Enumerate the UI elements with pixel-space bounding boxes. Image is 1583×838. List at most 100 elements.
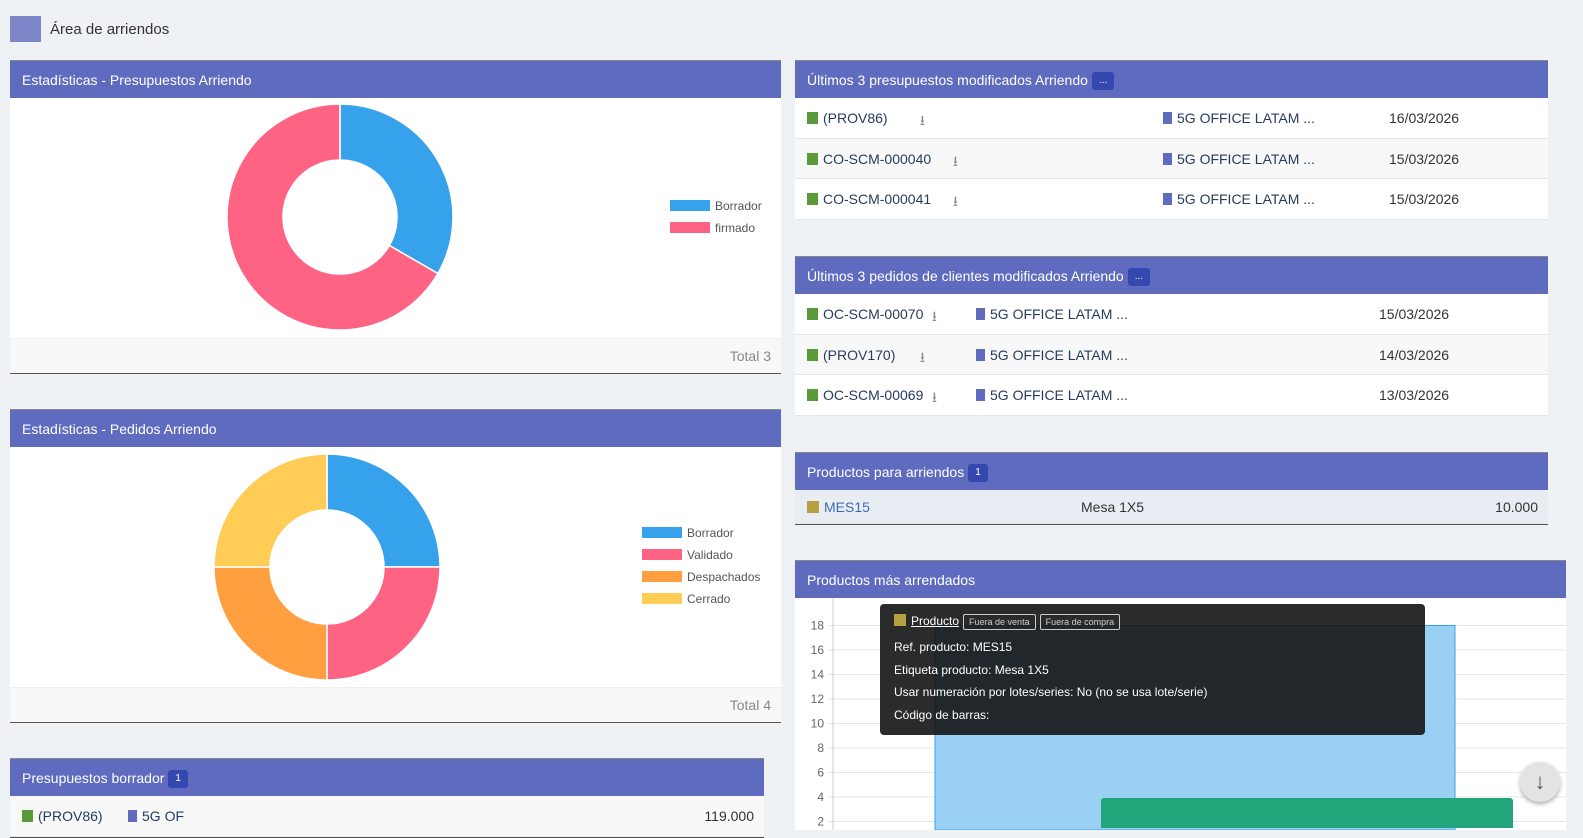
donut-slice-despachados[interactable] — [213, 566, 328, 681]
company-link[interactable]: 5G OFFICE LATAM ... — [976, 306, 1128, 322]
tag: Fuera de compra — [1039, 614, 1121, 630]
company-link[interactable]: 5G OFFICE LATAM ... — [976, 387, 1128, 403]
legend-item[interactable]: Validado — [642, 544, 760, 566]
document-icon — [807, 348, 818, 361]
product-label: Mesa 1X5 — [1081, 499, 1145, 515]
table-row: OC-SCM-00070 ⭳ 5G OFFICE LATAM ... 15/03… — [795, 294, 1548, 335]
donut-slice-validado[interactable] — [326, 566, 441, 681]
legend-item[interactable]: Borrador — [642, 522, 760, 544]
tooltip-line: Usar numeración por lotes/series: No (no… — [894, 685, 1208, 699]
presupuestos-borrador-panel: Presupuestos borrador 1 (PROV86) 5G OF 11… — [10, 758, 764, 838]
y-tick-label: 8 — [817, 741, 824, 755]
chart-legend: Borrador firmado — [670, 195, 762, 239]
legend-swatch — [642, 593, 682, 604]
tooltip-line: Código de barras: — [894, 707, 990, 722]
ref-link[interactable]: (PROV170) — [807, 347, 895, 363]
legend-item[interactable]: firmado — [670, 217, 762, 239]
y-tick-label: 14 — [811, 668, 825, 682]
product-value: 10.000 — [1495, 499, 1538, 515]
donut-slice-cerrado[interactable] — [213, 453, 328, 568]
more-button[interactable]: ... — [1091, 72, 1115, 91]
table-row: (PROV86) ⭳ 5G OFFICE LATAM ... 16/03/202… — [795, 98, 1548, 139]
donut-chart — [213, 453, 441, 681]
building-icon — [1163, 112, 1172, 124]
download-icon[interactable]: ⭳ — [932, 308, 937, 324]
date: 15/03/2026 — [1389, 191, 1460, 207]
table-row: OC-SCM-00069 ⭳ 5G OFFICE LATAM ... 13/03… — [795, 375, 1548, 416]
company-link[interactable]: 5G OFFICE LATAM ... — [976, 347, 1128, 363]
document-icon — [807, 389, 818, 401]
box-icon — [894, 614, 906, 626]
date: 16/03/2026 — [1389, 110, 1460, 126]
total-label: Total 4 — [10, 687, 781, 722]
download-icon[interactable]: ⭳ — [920, 348, 925, 365]
donut-slice-borrador[interactable] — [339, 103, 454, 275]
panel-title: Estadísticas - Pedidos Arriendo — [10, 409, 781, 447]
ref-link[interactable]: (PROV86) — [807, 110, 888, 126]
y-tick-label: 2 — [817, 815, 824, 829]
document-icon — [807, 193, 818, 205]
page-title: Área de arriendos — [50, 21, 170, 38]
download-icon[interactable]: ⭳ — [920, 112, 925, 128]
building-icon — [976, 389, 985, 401]
download-icon[interactable]: ⭳ — [953, 152, 958, 169]
tag: Fuera de venta — [963, 614, 1036, 630]
more-button[interactable]: ... — [1127, 268, 1151, 287]
y-tick-label: 16 — [811, 643, 825, 657]
legend-label: Borrador — [715, 199, 762, 213]
legend-item[interactable]: Despachados — [642, 566, 760, 588]
count-badge: 1 — [968, 464, 988, 483]
table-row: MES15 Mesa 1X5 10.000 — [795, 490, 1548, 524]
y-tick-label: 12 — [811, 692, 825, 706]
ultimos-pedidos-panel: Últimos 3 pedidos de clientes modificado… — [795, 256, 1548, 416]
building-icon — [1163, 193, 1172, 205]
chart-legend: Borrador Validado Despachados Cerrado — [642, 522, 760, 610]
document-icon — [807, 308, 818, 320]
panel-title: Productos más arrendados — [795, 560, 1566, 598]
table-row: (PROV170) ⭳ 5G OFFICE LATAM ... 14/03/20… — [795, 334, 1548, 375]
amount: 119.000 — [704, 808, 754, 824]
donut-chart — [226, 103, 454, 331]
document-icon — [807, 112, 818, 124]
scroll-down-button[interactable]: ↓ — [1520, 762, 1560, 802]
ref-link[interactable]: CO-SCM-000040 — [807, 151, 931, 167]
donut-slice-borrador[interactable] — [326, 453, 441, 568]
building-icon — [10, 16, 41, 42]
company-link[interactable]: 5G OF — [128, 808, 184, 824]
company-link[interactable]: 5G OFFICE LATAM ... — [1163, 110, 1315, 126]
table-row: CO-SCM-000041 ⭳ 5G OFFICE LATAM ... 15/0… — [795, 179, 1548, 220]
download-icon[interactable]: ⭳ — [932, 389, 937, 405]
legend-item[interactable]: Cerrado — [642, 588, 760, 610]
ref-link[interactable]: OC-SCM-00069 — [807, 387, 923, 403]
ref-link[interactable]: CO-SCM-000041 — [807, 191, 931, 207]
legend-item[interactable]: Borrador — [670, 195, 762, 217]
legend-label: Cerrado — [687, 592, 731, 606]
stats-pedidos-panel: Estadísticas - Pedidos Arriendo Borrador… — [10, 409, 781, 723]
building-icon — [976, 308, 985, 320]
ref-link[interactable]: (PROV86) — [22, 808, 103, 824]
company-link[interactable]: 5G OFFICE LATAM ... — [1163, 191, 1315, 207]
document-icon — [807, 152, 818, 165]
total-label: Total 3 — [10, 338, 781, 373]
notification-toast — [1101, 798, 1513, 828]
date: 15/03/2026 — [1379, 306, 1450, 322]
y-tick-label: 18 — [811, 619, 825, 633]
tooltip-line: Ref. producto: MES15 — [894, 640, 1013, 654]
document-icon — [22, 810, 33, 822]
donut-slice-firmado[interactable] — [226, 103, 439, 331]
ref-link[interactable]: OC-SCM-00070 — [807, 306, 923, 322]
y-tick-label: 10 — [811, 717, 825, 731]
legend-label: Despachados — [687, 570, 761, 584]
download-icon[interactable]: ⭳ — [953, 193, 958, 209]
legend-label: Validado — [687, 548, 733, 562]
product-link[interactable]: MES15 — [807, 499, 870, 515]
date: 13/03/2026 — [1379, 387, 1450, 403]
legend-swatch — [642, 549, 682, 560]
stats-presupuestos-panel: Estadísticas - Presupuestos Arriendo Bor… — [10, 60, 781, 374]
table-row: CO-SCM-000040 ⭳ 5G OFFICE LATAM ... 15/0… — [795, 138, 1548, 179]
y-tick-label: 6 — [817, 766, 824, 780]
company-link[interactable]: 5G OFFICE LATAM ... — [1163, 151, 1315, 167]
legend-swatch — [642, 571, 682, 582]
panel-title: Últimos 3 presupuestos modificados Arrie… — [807, 72, 1088, 88]
date: 14/03/2026 — [1379, 346, 1450, 363]
